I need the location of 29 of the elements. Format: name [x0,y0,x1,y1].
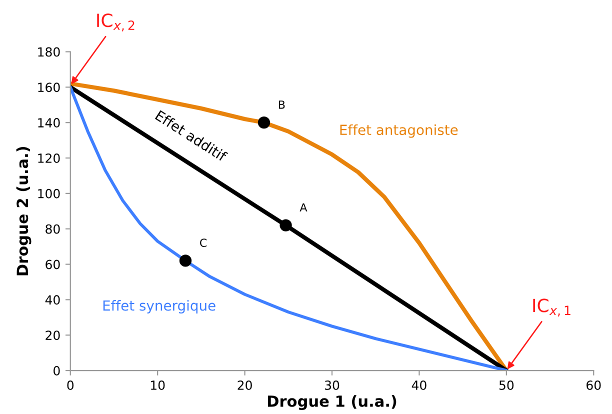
x-axis-title: Drogue 1 (u.a.) [268,395,396,410]
y-tick-label: 20 [46,330,60,340]
x-tick-label: 60 [586,380,601,390]
annotation: B [278,100,285,109]
point [258,116,270,129]
annotation: A [300,203,308,212]
annotation: IC$_{x,2}$ [97,14,134,32]
series-label: Effet antagoniste [340,124,458,138]
y-tick-label: 80 [46,224,60,234]
y-axis-title: Drogue 2 (u.a.) [16,146,32,276]
y-tick-label: 160 [38,82,60,92]
x-tick-label: 0 [67,380,74,390]
y-tick-label: 60 [46,260,60,270]
point [280,219,292,232]
y-tick-label: 120 [38,153,60,163]
annotation: IC$_{x,1}$ [533,298,570,316]
x-tick-label: 20 [238,380,252,390]
y-tick-label: 40 [45,295,60,305]
y-tick-label: 0 [54,366,60,376]
y-tick-label: 180 [38,47,60,57]
x-tick-label: 30 [325,380,340,390]
x-tick-label: 10 [151,380,165,390]
annotation: C [200,238,207,247]
y-tick-label: 140 [38,118,60,128]
x-tick-label: 50 [499,380,514,390]
series-label: Effet synergique [103,300,216,314]
point [179,254,192,267]
y-tick-label: 100 [38,188,60,198]
x-tick-label: 40 [412,380,426,390]
